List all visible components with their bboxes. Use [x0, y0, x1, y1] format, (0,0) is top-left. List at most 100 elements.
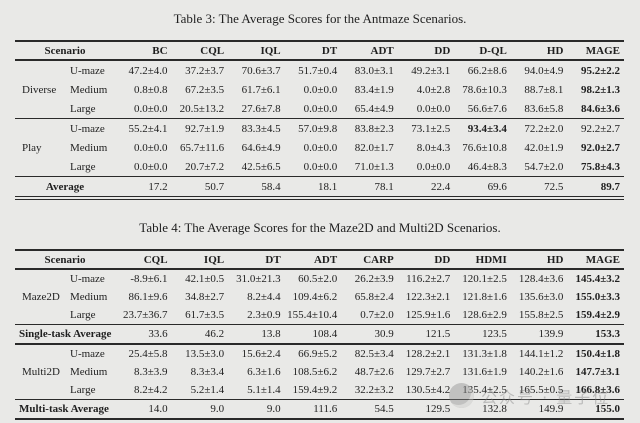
score-cell: 4.0±2.8 [416, 83, 451, 96]
score-cell: 20.7±7.2 [185, 160, 225, 173]
average-cell: 18.1 [284, 176, 342, 200]
table-header-row: Scenario CQL IQL DT ADT CARP DD HDMI HD MAGE [15, 249, 624, 270]
score-cell: 25.4±5.8 [115, 343, 172, 363]
score-cell: 109.4±6.2 [292, 291, 338, 303]
average-cell: 9.0 [171, 399, 229, 420]
average-row: Single-task Average 33.6 46.2 13.8 108.4 30.9… [15, 324, 624, 344]
scenario-sub-label: U-maze [70, 273, 105, 285]
scenario-sub-label: Medium [70, 141, 108, 154]
score-cell: 86.1±9.6 [128, 291, 168, 303]
score-cell: 75.8±4.3 [580, 160, 620, 173]
score-cell: 31.0±21.3 [236, 273, 281, 285]
score-cell: 122.3±2.1 [405, 291, 451, 303]
column-header-mage: MAGE [567, 249, 624, 270]
score-cell: 94.0±4.9 [524, 64, 564, 77]
table3-caption: Table 3: The Average Scores for the Antm… [173, 11, 467, 26]
table-row: Play U-maze 55.2±4.1 92.7±1.9 83.3±4.5 57.0±9… [15, 118, 624, 177]
score-cell: 6.3±1.6 [247, 366, 281, 378]
score-cell: -8.9±6.1 [130, 273, 168, 285]
score-cell: 13.5±3.0 [171, 343, 229, 363]
score-cell: 48.7±2.6 [354, 366, 394, 378]
score-cell: 135.6±3.0 [518, 291, 564, 303]
column-header-d-ql: D-QL [454, 40, 511, 61]
score-cell: 0.7±2.0 [360, 309, 394, 321]
column-header-hd: HD [510, 40, 568, 61]
score-cell: 0.0±0.0 [416, 102, 451, 115]
scenario-sub-label: U-maze [70, 64, 105, 77]
score-cell: 120.1±2.5 [462, 273, 507, 285]
score-cell: 42.1±0.5 [185, 273, 225, 285]
average-cell: 72.5 [510, 176, 568, 200]
table-row: Multi2D U-maze 25.4±5.8 13.5±3.0 15.6±2.4 66.… [15, 343, 624, 400]
score-cell: 54.7±2.0 [524, 160, 564, 173]
score-cell: 150.4±1.8 [567, 343, 624, 363]
score-cell: 27.6±7.8 [241, 102, 281, 115]
column-header-scenario: Scenario [15, 249, 116, 270]
score-cell: 159.4±2.9 [575, 309, 620, 321]
average-label: Single-task Average [15, 324, 116, 344]
table-row: Large 8.2±4.2 5.2±1.4 5.1±1.4 159.4±9.2 32.2±… [15, 381, 624, 400]
score-cell: 8.3±3.4 [190, 366, 225, 378]
score-cell: 147.7±3.1 [575, 366, 620, 378]
average-cell: 153.3 [567, 324, 624, 344]
score-cell: 65.7±11.6 [179, 141, 225, 154]
score-cell: 0.0±0.0 [303, 102, 338, 115]
score-cell: 129.7±2.7 [405, 366, 451, 378]
scenario-sub-label: Large [70, 309, 96, 321]
score-cell: 83.8±2.3 [341, 118, 398, 138]
score-cell: 83.3±4.5 [228, 118, 285, 138]
average-label: Multi-task Average [15, 399, 116, 420]
column-header-dt: DT [228, 249, 285, 270]
average-cell: 13.8 [228, 324, 285, 344]
score-cell: 57.0±9.8 [284, 118, 342, 138]
score-cell: 51.7±0.4 [298, 64, 338, 77]
score-cell: 71.0±1.3 [354, 160, 394, 173]
score-cell: 98.2±1.3 [580, 83, 620, 96]
score-cell: 49.2±3.1 [411, 64, 451, 77]
score-cell: 135.4±2.5 [462, 384, 507, 396]
score-cell: 82.0±1.7 [354, 141, 394, 154]
table-row: Large 0.0±0.0 20.7±7.2 42.5±6.5 0.0±0.0 71.0±… [15, 157, 624, 177]
score-cell: 66.2±8.6 [467, 64, 507, 77]
score-cell: 32.2±3.2 [354, 384, 394, 396]
score-cell: 166.8±3.6 [575, 384, 620, 396]
average-label: Average [15, 176, 116, 200]
scenario-sub-label: Large [70, 102, 96, 115]
score-cell: 93.4±3.4 [454, 118, 511, 138]
score-cell: 61.7±6.1 [241, 83, 281, 96]
average-cell: 89.7 [567, 176, 624, 200]
table-row: Large 23.7±36.7 61.7±3.5 2.3±0.9 155.4±10.4 0… [15, 306, 624, 325]
average-cell: 149.9 [510, 399, 568, 420]
score-cell: 128.2±2.1 [397, 343, 455, 363]
table-row: Medium 0.0±0.0 65.7±11.6 64.6±4.9 0.0±0.0 82.… [15, 138, 624, 157]
scenario-sub-label: Medium [70, 366, 108, 378]
score-cell: 78.6±10.3 [462, 83, 507, 96]
average-cell: 58.4 [228, 176, 285, 200]
average-cell: 30.9 [341, 324, 398, 344]
score-cell: 61.7±3.5 [185, 309, 225, 321]
score-cell: 159.4±9.2 [292, 384, 338, 396]
scenario-sub-label: Medium [70, 83, 108, 96]
score-cell: 131.6±1.9 [462, 366, 507, 378]
scenario-group-label: Diverse [22, 83, 57, 96]
score-cell: 26.2±3.9 [354, 273, 394, 285]
score-cell: 0.0±0.0 [303, 83, 338, 96]
average-cell: 9.0 [228, 399, 285, 420]
average-cell: 132.8 [454, 399, 511, 420]
score-cell: 42.5±6.5 [241, 160, 281, 173]
column-header-dd: DD [397, 40, 455, 61]
scenario-sub-label: U-maze [65, 118, 116, 138]
score-cell: 72.2±2.0 [510, 118, 568, 138]
column-header-bc: BC [115, 40, 172, 61]
table-row: Medium 86.1±9.6 34.8±2.7 8.2±4.4 109.4±6.2 65… [15, 288, 624, 306]
score-cell: 8.2±4.4 [247, 291, 281, 303]
column-header-adt: ADT [284, 249, 342, 270]
scenario-sub-label: Large [70, 160, 96, 173]
score-cell: 0.0±0.0 [134, 160, 168, 173]
score-cell: 145.4±3.2 [575, 273, 620, 285]
column-header-adt: ADT [341, 40, 398, 61]
score-cell: 65.4±4.9 [354, 102, 394, 115]
score-cell: 20.5±13.2 [179, 102, 225, 115]
average-row: Average 17.2 50.7 58.4 18.1 78.1 22.4 69.6 72.5 8… [15, 176, 624, 200]
score-cell: 155.0±3.3 [575, 291, 620, 303]
